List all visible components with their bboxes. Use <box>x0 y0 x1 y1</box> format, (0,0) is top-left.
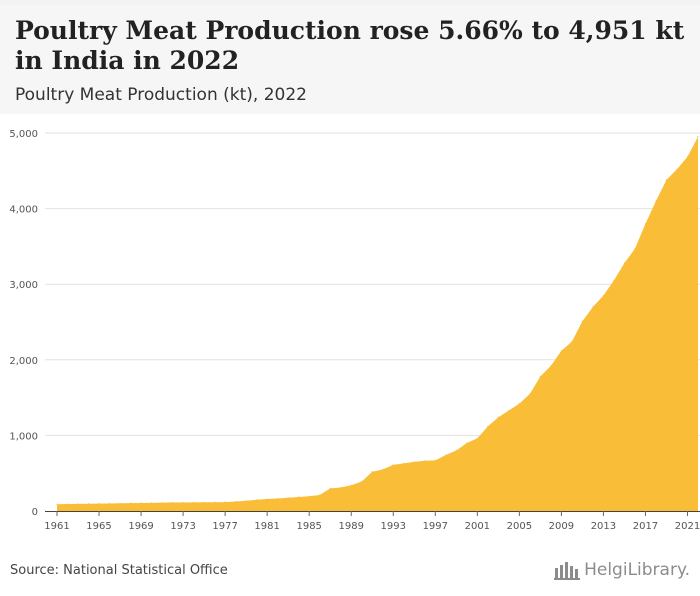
data-point <box>87 503 90 505</box>
data-point <box>508 409 510 412</box>
x-tick-label: 2005 <box>507 521 532 532</box>
data-point <box>119 502 121 504</box>
data-point <box>529 393 531 395</box>
data-point <box>623 262 626 264</box>
x-tick-label: 2017 <box>633 521 658 532</box>
x-tick-label: 2009 <box>549 521 574 532</box>
data-point <box>329 487 331 489</box>
y-tick-label: 1,000 <box>9 431 38 442</box>
data-point <box>602 294 605 297</box>
data-point <box>613 279 615 282</box>
data-point <box>77 503 79 505</box>
data-point <box>392 464 394 466</box>
data-point <box>518 403 520 405</box>
y-tick-label: 4,000 <box>9 205 38 216</box>
data-point <box>235 500 237 503</box>
x-tick-label: 1965 <box>86 521 111 532</box>
data-point <box>150 502 153 504</box>
data-point <box>592 306 594 308</box>
data-point <box>319 494 321 496</box>
chart-header: Poultry Meat Production rose 5.66% to 4,… <box>0 5 700 114</box>
x-tick-label: 2013 <box>591 521 616 532</box>
data-point <box>361 480 363 483</box>
x-tick-label: 2021 <box>675 521 700 532</box>
data-point <box>581 320 584 322</box>
data-point <box>98 502 100 505</box>
data-point <box>193 501 195 503</box>
data-point <box>140 502 142 504</box>
data-point <box>665 179 668 181</box>
data-point <box>644 223 647 225</box>
x-tick-label: 1981 <box>254 521 279 532</box>
data-point <box>445 454 447 456</box>
area-series <box>57 136 698 511</box>
x-tick-label: 1977 <box>212 521 237 532</box>
data-point <box>129 502 132 504</box>
data-point <box>466 442 468 444</box>
top-bar <box>0 0 700 5</box>
data-point <box>424 460 426 462</box>
data-point <box>371 471 373 473</box>
data-point <box>287 497 289 499</box>
data-point <box>214 501 216 503</box>
x-tick-label: 1969 <box>128 521 153 532</box>
chart-subtitle: Poultry Meat Production (kt), 2022 <box>15 85 307 105</box>
y-tick-label: 2,000 <box>9 356 38 367</box>
data-point <box>66 503 69 505</box>
data-point <box>560 350 562 352</box>
y-tick-label: 3,000 <box>9 280 38 291</box>
data-point <box>245 500 247 502</box>
y-tick-label: 5,000 <box>9 129 38 140</box>
data-point <box>655 200 657 202</box>
data-point <box>697 136 699 138</box>
data-point <box>434 459 436 461</box>
data-point <box>676 168 678 170</box>
data-point <box>171 501 174 504</box>
area-chart: 0 1,000 2,000 3,000 4,000 5,000 1961 1965 1969 19… <box>9 122 700 532</box>
data-point <box>539 375 541 378</box>
data-point <box>382 468 384 471</box>
data-point <box>203 501 205 503</box>
data-point <box>182 501 184 504</box>
source-note: Source: National Statistical Office <box>10 563 228 578</box>
data-point <box>224 501 226 503</box>
y-tick-label: 0 <box>32 507 38 518</box>
data-point <box>350 484 352 486</box>
data-point <box>686 156 689 158</box>
data-point <box>298 496 300 498</box>
data-point <box>56 503 58 505</box>
data-point <box>308 495 310 497</box>
brand-logo: HelgiLibrary. <box>554 560 690 580</box>
data-point <box>256 499 258 501</box>
data-point <box>403 462 405 464</box>
x-tick-label: 1973 <box>170 521 195 532</box>
data-point <box>161 502 163 504</box>
data-point <box>634 248 636 250</box>
data-point <box>571 341 573 343</box>
chart-title: Poultry Meat Production rose 5.66% to 4,… <box>15 16 685 75</box>
x-tick-label: 2001 <box>465 521 490 532</box>
data-point <box>455 449 457 452</box>
data-point <box>266 498 268 500</box>
data-point <box>476 437 478 440</box>
library-icon <box>554 562 581 580</box>
brand-name: HelgiLibrary. <box>584 560 690 580</box>
data-point <box>550 365 552 367</box>
data-point <box>497 416 499 418</box>
x-tick-label: 1997 <box>423 521 448 532</box>
data-point <box>340 486 342 489</box>
x-tick-label: 1985 <box>296 521 321 532</box>
data-point <box>413 461 415 463</box>
data-point <box>108 502 111 505</box>
data-point <box>277 497 279 500</box>
x-tick-label: 1961 <box>44 521 69 532</box>
x-tick-label: 1993 <box>381 521 406 532</box>
x-tick-label: 1989 <box>339 521 364 532</box>
data-point <box>487 425 489 427</box>
